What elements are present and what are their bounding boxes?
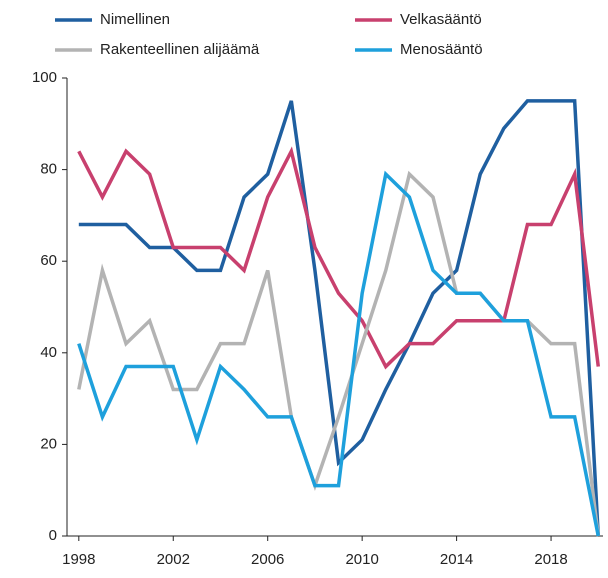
legend-label: Rakenteellinen alijäämä [100, 41, 260, 58]
x-tick-label: 1998 [62, 551, 95, 568]
legend-label: Menosääntö [400, 41, 483, 58]
line-series [78, 99, 601, 537]
y-tick-label: 60 [40, 252, 57, 269]
y-tick-label: 80 [40, 161, 57, 178]
x-tick-label: 2002 [157, 551, 190, 568]
y-tick-label: 100 [32, 69, 57, 86]
legend-label: Nimellinen [100, 11, 170, 28]
y-tick-label: 0 [49, 527, 57, 544]
line-series [77, 170, 600, 537]
y-tick-label: 40 [40, 344, 57, 361]
x-tick-label: 2014 [440, 551, 473, 568]
legend-label: Velkasääntö [400, 11, 482, 28]
y-tick-label: 20 [40, 435, 57, 452]
x-tick-label: 2018 [534, 551, 567, 568]
x-tick-label: 2010 [345, 551, 378, 568]
line-series [77, 146, 601, 370]
x-tick-label: 2006 [251, 551, 284, 568]
